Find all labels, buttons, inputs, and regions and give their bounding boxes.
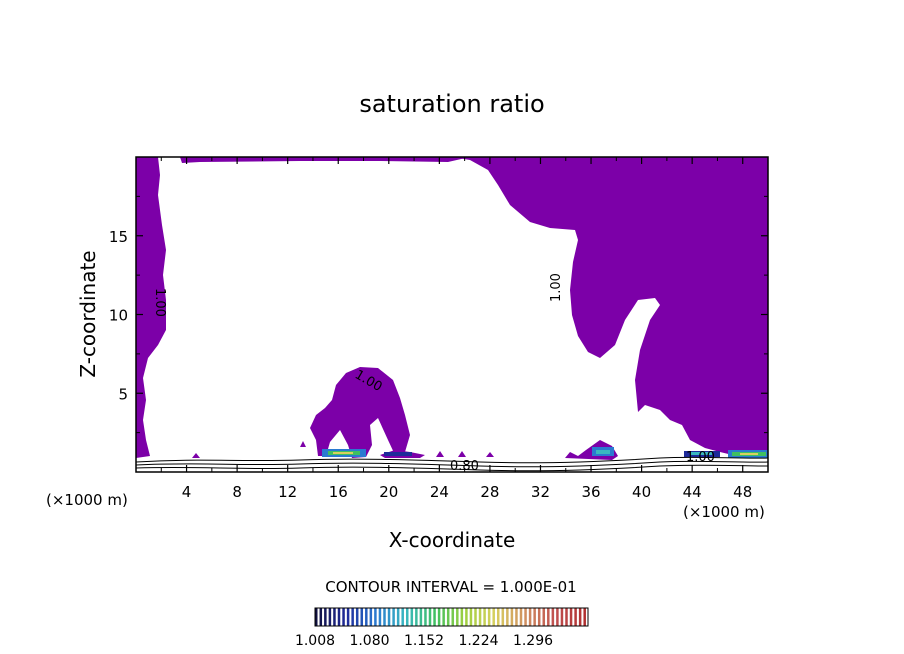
x-tick-label: 36 <box>581 483 600 501</box>
x-tick-label: 12 <box>278 483 297 501</box>
y-tick-label: 10 <box>109 307 128 325</box>
contour-field <box>136 157 768 471</box>
colorbar-segment <box>351 608 354 626</box>
colorbar-segment <box>392 608 395 626</box>
colorbar-segment <box>320 608 323 626</box>
x-tick-label: 4 <box>182 483 192 501</box>
colorbar-segment <box>461 608 464 626</box>
colorbar-tick-label: 1.008 <box>295 633 335 649</box>
colorbar-segment <box>333 608 336 626</box>
colorbar-segment <box>342 608 345 626</box>
colorbar-segment <box>365 608 368 626</box>
colorbar <box>315 608 588 626</box>
colorbar-segment <box>324 608 327 626</box>
supersaturated-region-right <box>452 157 768 458</box>
x-axis-label: X-coordinate <box>389 528 516 552</box>
x-tick-label: 20 <box>379 483 398 501</box>
colorbar-tick-label: 1.080 <box>349 633 389 649</box>
colorbar-segment <box>488 608 491 626</box>
colorbar-segment <box>561 608 564 626</box>
colorbar-segment <box>411 608 414 626</box>
colorbar-segment <box>438 608 441 626</box>
colorbar-segment <box>579 608 582 626</box>
colorbar-segment <box>456 608 459 626</box>
x-tick-label: 16 <box>329 483 348 501</box>
x-tick-label: 28 <box>480 483 499 501</box>
colorbar-segment <box>470 608 473 626</box>
y-tick-label: 15 <box>109 228 128 246</box>
x-tick-label: 44 <box>683 483 702 501</box>
x-tick-label: 32 <box>531 483 550 501</box>
colorbar-segment <box>511 608 514 626</box>
colorbar-segment <box>547 608 550 626</box>
colorbar-ticks: 1.008 1.080 1.152 1.224 1.296 <box>295 633 553 649</box>
colorbar-segment <box>529 608 532 626</box>
colorbar-segment <box>565 608 568 626</box>
colorbar-segment <box>570 608 573 626</box>
colorbar-segment <box>347 608 350 626</box>
colorbar-segment <box>433 608 436 626</box>
colorbar-segment <box>492 608 495 626</box>
supersaturated-region-top <box>180 157 470 163</box>
x-tick-label: 48 <box>733 483 752 501</box>
colorbar-segment <box>479 608 482 626</box>
colorbar-segment <box>415 608 418 626</box>
contour-label: 1.00 <box>152 288 167 317</box>
colorbar-segment <box>338 608 341 626</box>
colorbar-segment <box>424 608 427 626</box>
colorbar-segment <box>502 608 505 626</box>
colorbar-segment <box>379 608 382 626</box>
colorbar-tick-label: 1.152 <box>404 633 444 649</box>
colorbar-segment <box>356 608 359 626</box>
chart-title: saturation ratio <box>359 90 544 118</box>
colorbar-segment <box>533 608 536 626</box>
colorbar-segment <box>515 608 518 626</box>
colorbar-segment <box>538 608 541 626</box>
colorbar-segment <box>383 608 386 626</box>
x-tick-label: 40 <box>632 483 651 501</box>
colorbar-segment <box>361 608 364 626</box>
colorbar-segment <box>552 608 555 626</box>
x-unit-label: (×1000 m) <box>683 503 765 521</box>
colorbar-segment <box>465 608 468 626</box>
colorbar-segment <box>506 608 509 626</box>
colorbar-segment <box>452 608 455 626</box>
colorbar-segment <box>447 608 450 626</box>
y-unit-label: (×1000 m) <box>46 491 128 509</box>
colorbar-segment <box>329 608 332 626</box>
colorbar-segment <box>520 608 523 626</box>
colorbar-segment <box>397 608 400 626</box>
colorbar-segment <box>370 608 373 626</box>
colorbar-segment <box>374 608 377 626</box>
colorbar-segment <box>406 608 409 626</box>
colorbar-segment <box>442 608 445 626</box>
x-tick-label: 8 <box>232 483 242 501</box>
colorbar-segment <box>497 608 500 626</box>
colorbar-segment <box>388 608 391 626</box>
colorbar-segment <box>429 608 432 626</box>
colorbar-segment <box>556 608 559 626</box>
colorbar-segment <box>583 608 586 626</box>
colorbar-segment <box>574 608 577 626</box>
colorbar-segment <box>543 608 546 626</box>
colorbar-segment <box>420 608 423 626</box>
y-axis-label: Z-coordinate <box>76 250 100 377</box>
contour-label: 1.00 <box>686 450 715 465</box>
colorbar-tick-label: 1.296 <box>513 633 553 649</box>
colorbar-segment <box>483 608 486 626</box>
contour-label: 1.00 <box>549 273 564 302</box>
colorbar-segment <box>474 608 477 626</box>
colorbar-segment <box>524 608 527 626</box>
x-tick-label: 24 <box>430 483 449 501</box>
colorbar-segment <box>401 608 404 626</box>
contour-interval-label: CONTOUR INTERVAL = 1.000E-01 <box>325 578 576 596</box>
colorbar-tick-label: 1.224 <box>458 633 498 649</box>
y-tick-label: 5 <box>118 385 128 403</box>
